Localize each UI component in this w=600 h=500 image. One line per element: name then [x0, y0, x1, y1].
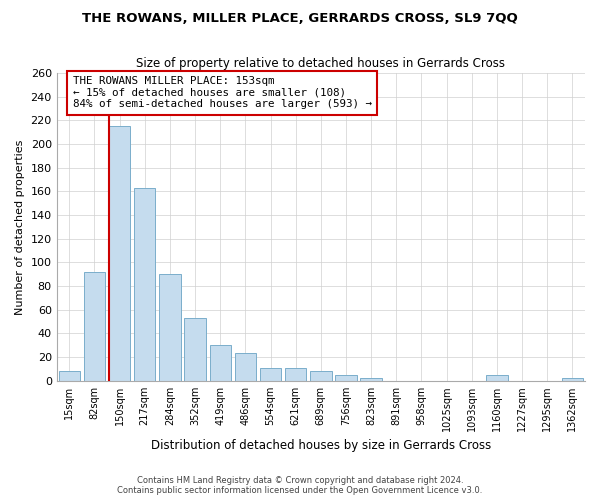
X-axis label: Distribution of detached houses by size in Gerrards Cross: Distribution of detached houses by size … [151, 440, 491, 452]
Bar [109, 126, 130, 380]
Bar [562, 378, 583, 380]
Bar [285, 368, 307, 380]
Bar [184, 318, 206, 380]
Bar [335, 375, 356, 380]
Text: Contains HM Land Registry data © Crown copyright and database right 2024.
Contai: Contains HM Land Registry data © Crown c… [118, 476, 482, 495]
Bar [159, 274, 181, 380]
Y-axis label: Number of detached properties: Number of detached properties [15, 139, 25, 314]
Bar [235, 354, 256, 380]
Bar [361, 378, 382, 380]
Bar [84, 272, 105, 380]
Text: THE ROWANS MILLER PLACE: 153sqm
← 15% of detached houses are smaller (108)
84% o: THE ROWANS MILLER PLACE: 153sqm ← 15% of… [73, 76, 371, 110]
Bar [59, 371, 80, 380]
Bar [310, 371, 332, 380]
Text: THE ROWANS, MILLER PLACE, GERRARDS CROSS, SL9 7QQ: THE ROWANS, MILLER PLACE, GERRARDS CROSS… [82, 12, 518, 26]
Bar [209, 345, 231, 380]
Bar [486, 375, 508, 380]
Bar [260, 368, 281, 380]
Title: Size of property relative to detached houses in Gerrards Cross: Size of property relative to detached ho… [136, 58, 505, 70]
Bar [134, 188, 155, 380]
